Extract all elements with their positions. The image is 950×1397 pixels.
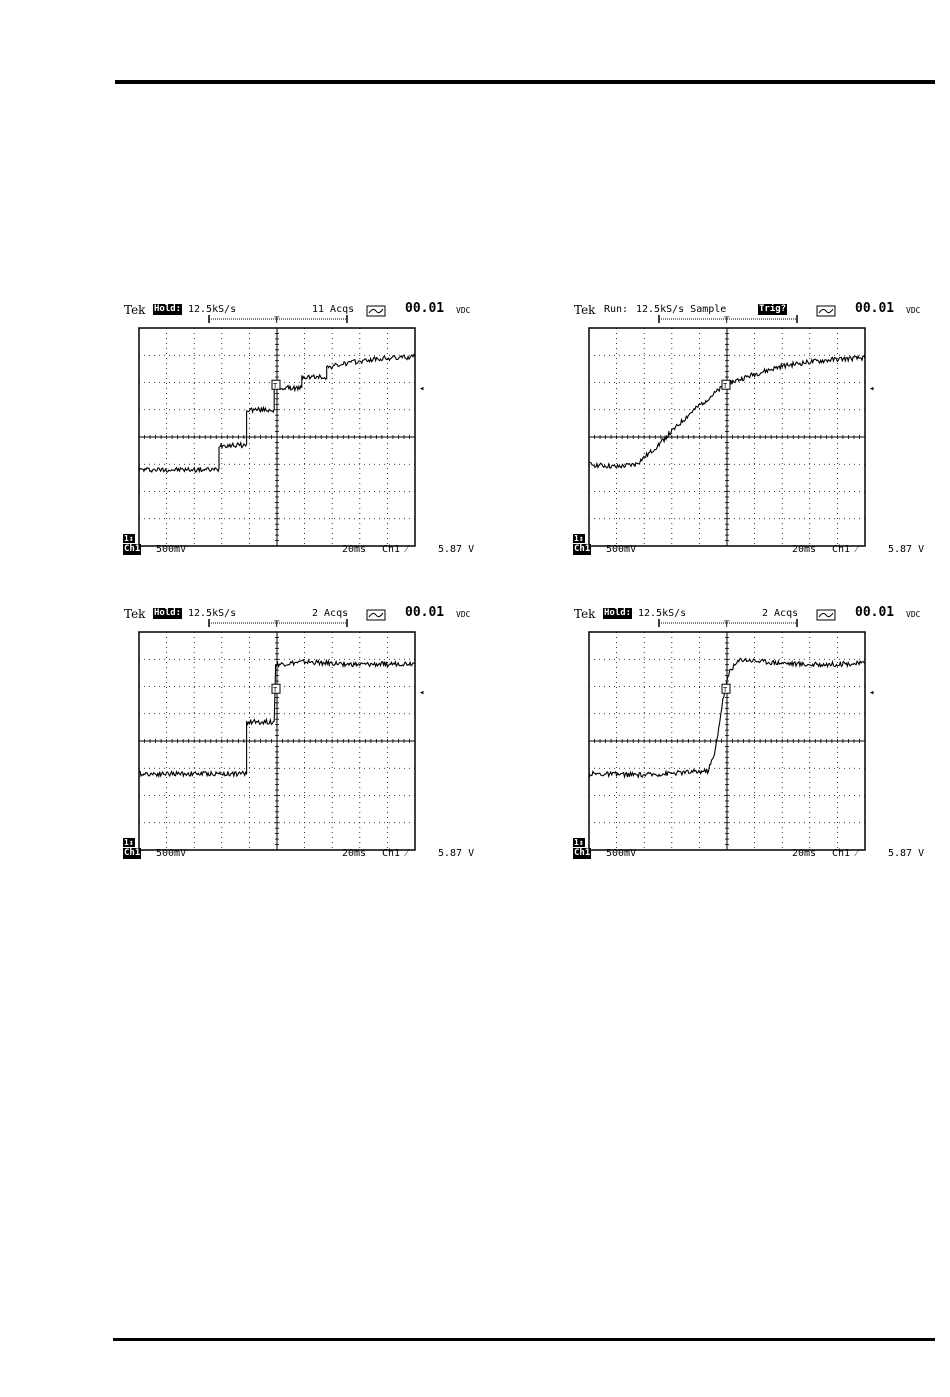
time-per-div: 20ms [792,544,817,555]
scope-display: T ◂ T [588,609,874,851]
trigger-channel: Ch1 ⁄ [832,848,858,859]
trigger-position-marker: T [274,620,280,630]
acquisition-count: 11 Acqs [312,304,355,315]
trigger-point-label: T [273,382,278,390]
trigger-position-marker: T [724,620,730,630]
readout-unit: VDC [456,306,471,315]
trigger-point-marker [271,379,281,390]
acquisition-icon [366,305,386,317]
sample-rate: 12.5kS/s Sample [636,304,727,315]
mode-label: Hold: [603,608,633,619]
waveform-glyph-icon [368,612,384,618]
scope-header: Tek Hold: 12.5kS/s 11 Acqs 00.01 VDC [122,301,482,320]
trigger-point-marker [721,379,731,390]
trigger-status: Trig? [758,304,788,315]
scope-footer: 1↕ Ch1 500mV 20ms Ch1 ⁄ 5.87 V [122,838,482,862]
top-rule [115,80,935,84]
scope-display: T ◂ T [588,305,874,547]
trigger-point-label: T [723,686,728,694]
channel-label: Ch1 [123,848,142,859]
channel-marker: 1↕ [573,534,585,543]
oscilloscope-capture-2: Tek Run: 12.5kS/s Sample Trig? 00.01 VDC T ◂ T 1↕… [572,301,932,562]
mode-label: Run: [604,304,629,315]
waveform-trace [588,657,866,780]
readout-unit: VDC [906,306,921,315]
trigger-channel: Ch1 ⁄ [832,544,858,555]
brand-label: Tek [574,607,596,621]
sample-rate: 12.5kS/s [188,608,237,619]
oscilloscope-capture-1: Tek Hold: 12.5kS/s 11 Acqs 00.01 VDC T ◂ T 1↕ Ch1 5… [122,301,482,562]
mode-label: Hold: [153,304,183,315]
waveform-glyph-icon [818,612,834,618]
acquisition-count: 2 Acqs [762,608,799,619]
time-per-div: 20ms [342,848,367,859]
readout-unit: VDC [456,610,471,619]
oscilloscope-capture-4: Tek Hold: 12.5kS/s 2 Acqs 00.01 VDC T ◂ T 1↕ Ch1 50… [572,605,932,866]
trigger-level-arrow-icon: ◂ [419,688,424,698]
trigger-point-marker [271,683,281,694]
dc-readout: 00.01 [405,605,445,620]
trigger-level-arrow-icon: ◂ [419,384,424,394]
waveform-glyph-icon [818,308,834,314]
scope-footer: 1↕ Ch1 500mV 20ms Ch1 ⁄ 5.87 V [572,534,932,558]
channel-label: Ch1 [123,544,142,555]
time-per-div: 20ms [342,544,367,555]
brand-label: Tek [124,303,146,317]
channel-marker: 1↕ [123,838,135,847]
trigger-level: 5.87 V [438,848,475,859]
acquisition-icon [816,609,836,621]
trigger-level-arrow-icon: ◂ [869,688,874,698]
scope-header: Tek Hold: 12.5kS/s 2 Acqs 00.01 VDC [572,605,932,624]
oscilloscope-capture-3: Tek Hold: 12.5kS/s 2 Acqs 00.01 VDC T ◂ T 1↕ Ch1 50… [122,605,482,866]
trigger-level: 5.87 V [888,848,925,859]
scope-header: Tek Run: 12.5kS/s Sample Trig? 00.01 VDC [572,301,932,320]
waveform-trace [138,658,416,779]
sample-rate: 12.5kS/s [638,608,687,619]
trigger-point-label: T [723,382,728,390]
brand-label: Tek [574,303,596,317]
mode-label: Hold: [153,608,183,619]
acquisition-icon [816,305,836,317]
trigger-position-marker: T [274,316,280,326]
trigger-level: 5.87 V [438,544,475,555]
volts-per-div: 500mV [156,544,187,555]
volts-per-div: 500mV [606,848,637,859]
scope-display: T ◂ T [138,305,424,547]
trigger-channel: Ch1 ⁄ [382,544,408,555]
trigger-channel: Ch1 ⁄ [382,848,408,859]
sample-rate: 12.5kS/s [188,304,237,315]
bottom-rule [113,1338,935,1341]
channel-marker: 1↕ [573,838,585,847]
dc-readout: 00.01 [405,301,445,316]
waveform-glyph-icon [368,308,384,314]
time-per-div: 20ms [792,848,817,859]
volts-per-div: 500mV [606,544,637,555]
scope-display: T ◂ T [138,609,424,851]
scope-footer: 1↕ Ch1 500mV 20ms Ch1 ⁄ 5.87 V [122,534,482,558]
acquisition-count: 2 Acqs [312,608,349,619]
trigger-point-label: T [273,686,278,694]
scope-footer: 1↕ Ch1 500mV 20ms Ch1 ⁄ 5.87 V [572,838,932,862]
scope-header: Tek Hold: 12.5kS/s 2 Acqs 00.01 VDC [122,605,482,624]
acquisition-icon [366,609,386,621]
volts-per-div: 500mV [156,848,187,859]
trigger-position-marker: T [724,316,730,326]
brand-label: Tek [124,607,146,621]
dc-readout: 00.01 [855,301,895,316]
readout-unit: VDC [906,610,921,619]
dc-readout: 00.01 [855,605,895,620]
trigger-point-marker [721,683,731,694]
trigger-level: 5.87 V [888,544,925,555]
channel-marker: 1↕ [123,534,135,543]
channel-label: Ch1 [573,848,592,859]
trigger-level-arrow-icon: ◂ [869,384,874,394]
channel-label: Ch1 [573,544,592,555]
